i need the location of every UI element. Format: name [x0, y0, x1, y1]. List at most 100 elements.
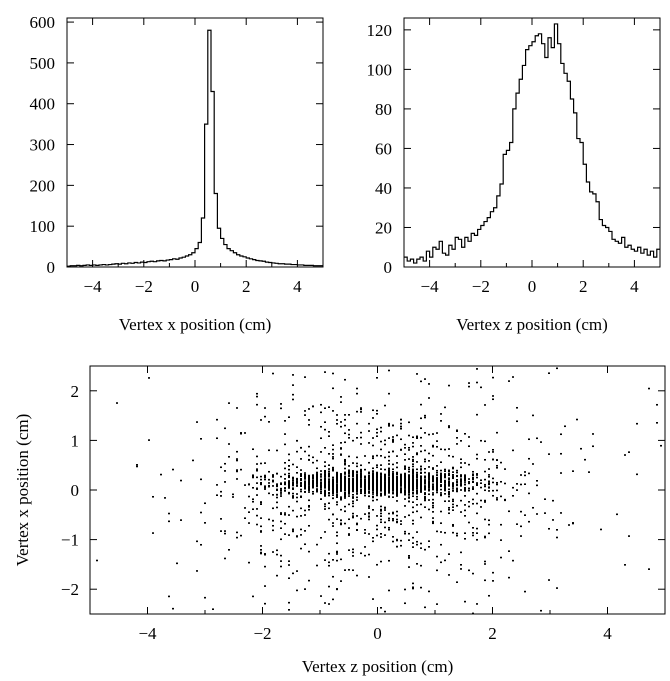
histogram-bin — [176, 259, 179, 267]
histogram-bin — [163, 261, 166, 267]
scatter-point — [344, 424, 346, 427]
scatter-point — [256, 469, 258, 472]
scatter-point — [432, 483, 434, 486]
scatter-point — [440, 522, 442, 524]
scatter-point — [592, 433, 594, 435]
scatter-point — [524, 483, 526, 485]
scatter-point — [360, 479, 362, 481]
scatter-point — [340, 442, 342, 444]
scatter-point — [488, 487, 490, 489]
histogram-bin — [297, 265, 300, 267]
scatter-point — [348, 455, 350, 458]
scatter-point — [300, 474, 302, 476]
scatter-point — [492, 395, 494, 397]
scatter-point — [372, 499, 374, 502]
scatter-point — [328, 472, 330, 475]
scatter-point — [324, 484, 326, 487]
y-tick-label: 200 — [30, 176, 56, 195]
scatter-point — [460, 483, 462, 485]
y-tick-label: 2 — [71, 382, 80, 401]
scatter-point — [256, 392, 258, 395]
scatter-point — [332, 490, 334, 493]
scatter-point — [372, 455, 374, 457]
scatter-point — [252, 475, 254, 477]
scatter-point — [476, 538, 478, 541]
histogram-bin — [452, 249, 455, 267]
scatter-point — [328, 507, 330, 510]
scatter-point — [300, 515, 302, 517]
histogram-bin — [125, 264, 128, 267]
scatter-point — [360, 407, 362, 409]
scatter-point — [420, 427, 422, 430]
scatter-point — [464, 490, 466, 492]
scatter-point — [304, 509, 306, 512]
scatter-point — [364, 486, 366, 488]
scatter-point — [380, 512, 382, 515]
scatter-point — [416, 471, 418, 474]
scatter-point — [360, 436, 362, 439]
scatter-point — [408, 488, 410, 491]
scatter-point — [284, 482, 286, 485]
histogram-bin — [494, 208, 497, 267]
scatter-point — [312, 485, 314, 488]
scatter-point — [636, 422, 638, 425]
scatter-point — [336, 473, 338, 476]
scatter-point — [348, 429, 350, 431]
scatter-point — [288, 484, 290, 486]
scatter-point — [308, 524, 310, 527]
scatter-point — [424, 606, 426, 609]
scatter-point — [356, 488, 358, 491]
scatter-point — [380, 483, 382, 486]
scatter-point — [408, 446, 410, 449]
scatter-point — [448, 574, 450, 576]
scatter-point — [428, 499, 430, 501]
scatter-point — [312, 405, 314, 408]
scatter-point — [408, 497, 410, 499]
scatter-point — [316, 479, 318, 482]
scatter-point — [536, 437, 538, 440]
scatter-point — [460, 462, 462, 464]
scatter-point — [560, 452, 562, 455]
scatter-point — [320, 488, 322, 491]
scatter-point — [396, 518, 398, 521]
scatter-point — [336, 479, 338, 481]
scatter-point — [400, 473, 402, 476]
scatter-point — [444, 473, 446, 475]
scatter-point — [384, 483, 386, 486]
scatter-point — [292, 487, 294, 489]
scatter-point — [348, 469, 350, 472]
scatter-point — [304, 487, 306, 490]
histogram-bin — [157, 261, 160, 267]
scatter-point — [460, 484, 462, 486]
scatter-point — [416, 531, 418, 533]
histogram-bin — [121, 263, 124, 267]
scatter-point — [376, 464, 378, 466]
scatter-point — [404, 475, 406, 478]
scatter-point — [340, 480, 342, 482]
scatter-point — [392, 519, 394, 522]
scatter-point — [420, 479, 422, 481]
scatter-point — [460, 499, 462, 502]
histogram-bin — [506, 150, 509, 267]
scatter-point — [288, 514, 290, 516]
scatter-point — [308, 483, 310, 486]
scatter-point — [348, 549, 350, 551]
scatter-point — [296, 480, 298, 483]
scatter-point — [368, 491, 370, 494]
scatter-point — [356, 515, 358, 517]
y-tick-label: 0 — [384, 258, 393, 277]
scatter-point — [388, 485, 390, 488]
scatter-point — [324, 486, 326, 488]
y-tick-label: 100 — [30, 217, 56, 236]
scatter-point — [356, 475, 358, 478]
scatter-point — [464, 477, 466, 479]
scatter-point — [396, 462, 398, 464]
scatter-point — [368, 461, 370, 464]
scatter-point — [472, 470, 474, 473]
scatter-point — [444, 531, 446, 534]
scatter-point — [424, 496, 426, 498]
scatter-point — [288, 465, 290, 467]
scatter-point — [484, 518, 486, 521]
scatter-point — [168, 520, 170, 523]
scatter-point — [464, 432, 466, 435]
